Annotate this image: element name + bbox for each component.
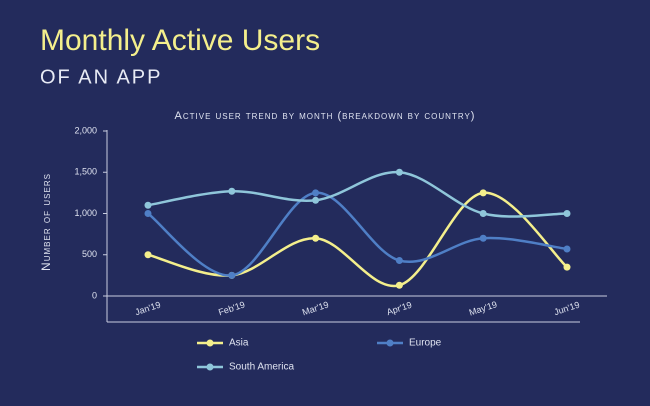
y-tick-label: 1,500 [74, 167, 97, 177]
point [144, 210, 152, 217]
point [395, 168, 403, 176]
point [228, 187, 236, 195]
point [479, 234, 487, 242]
chart-title: Monthly Active Users [40, 24, 320, 57]
legend-label: South America [229, 362, 294, 373]
y-axis-label: Number of users [39, 173, 53, 271]
legend-marker [206, 339, 214, 347]
legend-marker [206, 363, 214, 371]
point [228, 271, 236, 279]
chart-subtitle: OF AN APP [40, 66, 162, 88]
point [395, 281, 403, 289]
point [479, 210, 487, 217]
point [312, 189, 320, 197]
legend-label: Asia [229, 338, 249, 349]
y-tick-label: 0 [92, 290, 97, 300]
point [563, 263, 571, 271]
point [479, 189, 487, 197]
point [395, 257, 403, 265]
legend-marker [386, 339, 394, 347]
plot-title: Active user trend by month (breakdown by… [175, 110, 476, 122]
point [144, 201, 152, 209]
point [563, 210, 571, 217]
point [563, 245, 571, 253]
y-tick-label: 500 [82, 249, 97, 259]
legend-label: Europe [409, 338, 442, 349]
y-tick-label: 1,000 [74, 208, 97, 218]
series-line [147, 170, 568, 218]
point [312, 234, 320, 242]
point [312, 196, 320, 204]
y-tick-label: 2,000 [74, 125, 97, 135]
point [144, 251, 152, 259]
